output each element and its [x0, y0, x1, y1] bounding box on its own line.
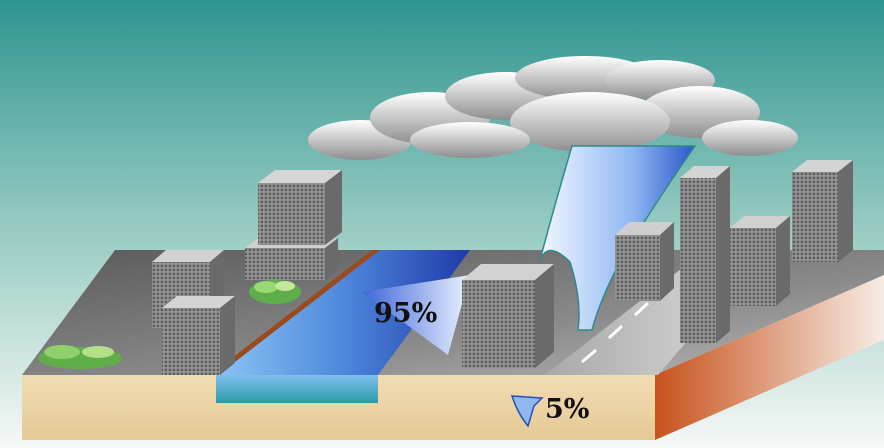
river-cross-section — [216, 375, 378, 403]
building-center-front — [462, 264, 554, 368]
runoff-percentage-label: 95% — [374, 298, 438, 329]
river-bank-edge — [210, 250, 380, 375]
runoff-funnel-95 — [362, 275, 470, 355]
building-right-mid — [615, 222, 674, 301]
ground-side-edge — [655, 275, 884, 440]
rain-cloud — [308, 56, 798, 160]
shrub-middle — [249, 280, 301, 304]
building-right-tall — [680, 166, 730, 343]
soil-cross-section — [22, 375, 655, 440]
building-right-short — [730, 216, 790, 306]
building-far-right — [792, 160, 853, 262]
river-channel — [216, 250, 470, 375]
building-left-front — [162, 296, 235, 375]
infiltration-drop-icon — [510, 395, 544, 428]
shrub-left — [38, 345, 122, 369]
building-upper-left — [245, 170, 342, 280]
infiltration-percentage-label: 5% — [545, 394, 590, 425]
